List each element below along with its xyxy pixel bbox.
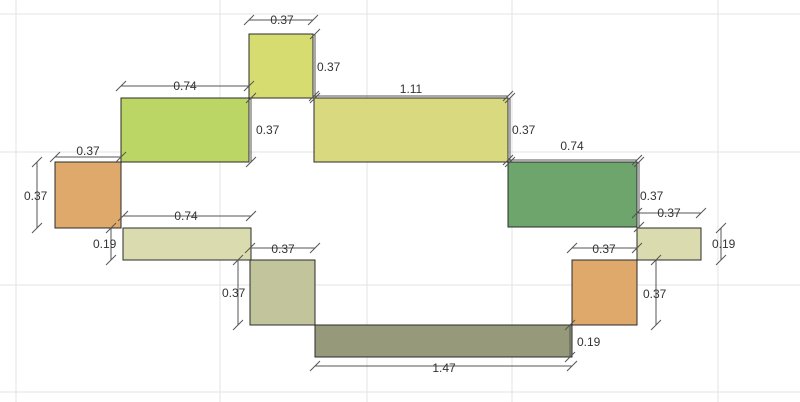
block-right-end xyxy=(571,259,638,326)
block-bottom xyxy=(314,324,573,358)
dim-label: 0.37 xyxy=(643,287,667,301)
dimension-lines xyxy=(31,14,727,372)
dim-label: 0.74 xyxy=(560,139,584,153)
dim-label: 0.37 xyxy=(657,206,681,220)
block-top-cap xyxy=(248,33,314,99)
dimension-labels: 0.37 0.37 0.74 0.37 1.11 0.37 0.37 0.74 … xyxy=(24,13,736,375)
dim-label: 0.37 xyxy=(512,123,536,137)
block-right-strip xyxy=(636,227,702,261)
dim-label: 0.37 xyxy=(222,286,246,300)
block-lower-left xyxy=(249,259,316,326)
dim-label: 1.11 xyxy=(400,82,423,96)
dim-label: 0.37 xyxy=(640,189,664,203)
dim-label: 1.47 xyxy=(432,361,456,375)
dim-label: 0.37 xyxy=(24,189,48,203)
dim-label: 0.74 xyxy=(174,209,198,223)
dim-label: 0.37 xyxy=(76,144,100,158)
block-upper-right xyxy=(313,97,509,163)
dim-label: 0.37 xyxy=(256,123,280,137)
dim-label: 0.37 xyxy=(592,242,616,256)
dim-label: 0.19 xyxy=(712,237,736,251)
dim-label: 0.19 xyxy=(93,237,117,251)
blocks xyxy=(54,33,702,358)
dim-label: 0.37 xyxy=(271,242,295,256)
dim-label: 0.19 xyxy=(577,335,601,349)
block-upper-left xyxy=(120,97,250,163)
block-left-end xyxy=(54,161,122,229)
block-right-green xyxy=(507,161,638,228)
dim-label: 0.37 xyxy=(317,60,341,74)
block-left-strip xyxy=(122,227,252,261)
dim-label: 0.74 xyxy=(173,79,197,93)
dim-label: 0.37 xyxy=(270,13,294,27)
